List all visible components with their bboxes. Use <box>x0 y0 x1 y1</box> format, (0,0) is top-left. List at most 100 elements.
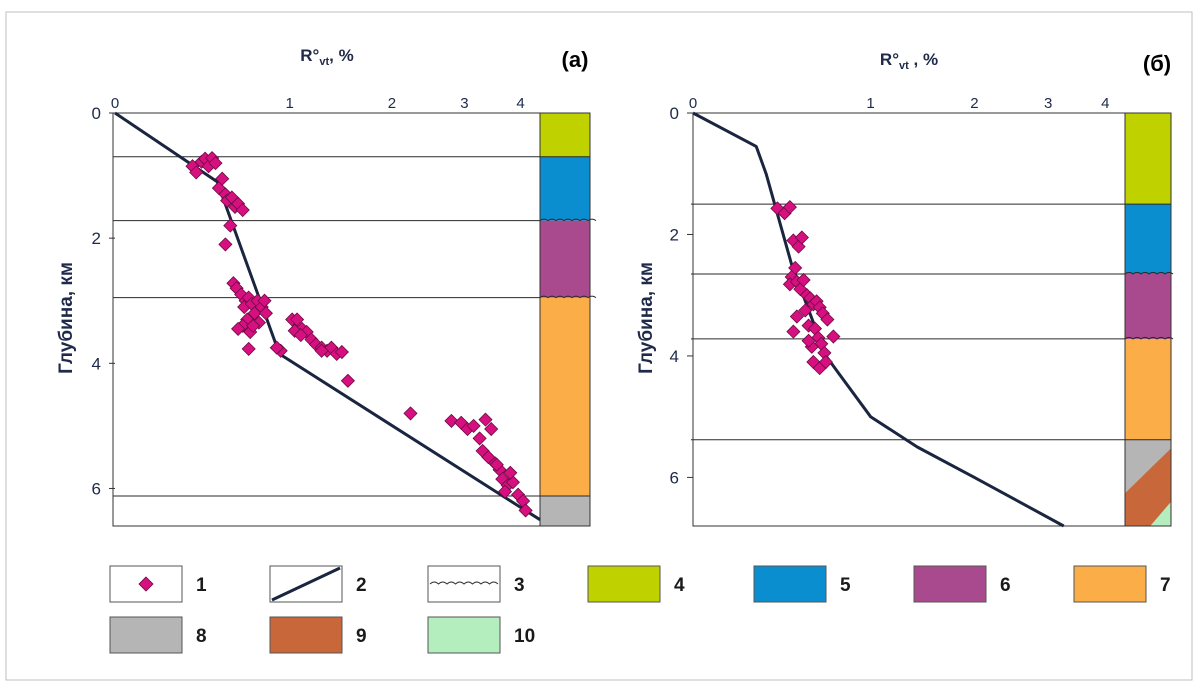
panel-b-x-ticks: 0 1 2 3 4 <box>689 95 1110 112</box>
legend-swatch <box>753 565 827 603</box>
y-tick-label: 4 <box>670 347 679 366</box>
data-point <box>782 200 797 215</box>
unconformity-line <box>539 218 597 222</box>
panel-a-plot-frame <box>112 112 591 527</box>
strat-unit-7 <box>1125 338 1171 440</box>
x-tick-label: 4 <box>1101 95 1109 112</box>
data-point <box>444 413 459 428</box>
data-point <box>269 340 284 355</box>
y-tick-label: 4 <box>92 354 101 373</box>
panel-a-strat-column <box>539 113 590 526</box>
x-tick-label: 2 <box>970 95 978 112</box>
legend-line-icon <box>271 566 341 602</box>
legend-item-6: 6 <box>913 565 1011 603</box>
legend-swatch <box>109 616 183 654</box>
data-point <box>484 421 499 437</box>
data-point <box>241 341 256 356</box>
x-tick-label: 3 <box>1044 95 1052 112</box>
data-point <box>340 373 355 388</box>
legend-item-8: 8 <box>109 616 207 654</box>
strat-unit-mixed <box>1125 439 1171 526</box>
panel-a-label: (a) <box>562 47 589 72</box>
panel-a-curve <box>114 111 541 521</box>
unconformity-line <box>539 295 597 299</box>
strat-unit-6 <box>540 220 590 298</box>
panel-b-y-axis-label: Глубина, км <box>636 262 657 374</box>
x-tick-label: 2 <box>388 95 396 112</box>
legend-item-10: 10 <box>427 616 535 654</box>
legend-label: 3 <box>514 575 525 596</box>
x-tick-label: 4 <box>516 95 524 112</box>
strat-unit-5 <box>1125 204 1171 274</box>
panel-b: 0 1 2 3 4 0 2 4 6 R°vt , % (б) Глубина, км <box>636 50 1174 528</box>
data-point <box>789 309 804 324</box>
panel-a-x-axis-label: R°vt, % <box>300 46 353 68</box>
legend-label: 2 <box>356 575 367 596</box>
legend-label: 4 <box>674 575 685 596</box>
y-tick-label: 0 <box>92 104 101 123</box>
legend-item-1: 1 <box>109 565 207 603</box>
panel-b-points <box>770 200 841 376</box>
data-point <box>466 418 481 433</box>
data-point <box>801 333 816 348</box>
legend-item-4: 4 <box>587 565 685 603</box>
x-tick-label: 1 <box>286 95 294 112</box>
legend-diamond-icon <box>138 576 154 592</box>
data-point <box>505 475 520 490</box>
data-point <box>293 328 308 343</box>
legend-swatch <box>587 565 661 603</box>
data-point <box>818 354 833 370</box>
data-point <box>235 202 250 218</box>
strat-unit-7 <box>540 297 590 496</box>
legend-wavy-icon <box>429 581 499 585</box>
data-point <box>208 156 223 171</box>
y-tick-label: 6 <box>670 468 679 487</box>
legend-swatch <box>1073 565 1147 603</box>
data-point <box>215 171 230 186</box>
data-point <box>826 329 841 344</box>
data-point <box>290 312 305 327</box>
data-point <box>257 293 272 308</box>
panel-a-y-axis-label: Глубина, км <box>56 262 77 374</box>
y-tick-label: 2 <box>92 229 101 248</box>
panel-b-label: (б) <box>1143 51 1171 76</box>
panel-a-horizons <box>113 156 597 497</box>
legend-swatch <box>427 616 501 654</box>
data-point <box>246 318 261 333</box>
x-tick-label: 0 <box>111 95 119 112</box>
panel-a-x-ticks: 0 1 2 3 4 <box>111 95 525 112</box>
strat-unit-8 <box>540 495 590 526</box>
data-point <box>403 406 418 421</box>
data-point <box>223 218 238 233</box>
data-point <box>314 343 329 358</box>
data-point <box>497 484 513 499</box>
unconformity-line <box>1124 336 1174 340</box>
data-point <box>794 230 809 245</box>
legend-label: 6 <box>1000 575 1011 596</box>
legend-item-9: 9 <box>269 616 367 654</box>
panel-b-x-axis-label: R°vt , % <box>880 50 938 72</box>
panel-b-strat-column <box>1124 113 1171 526</box>
legend-item-5: 5 <box>753 565 851 603</box>
legend-label: 1 <box>196 575 207 596</box>
data-point <box>478 412 493 427</box>
data-point <box>258 306 273 321</box>
data-point <box>518 503 533 518</box>
legend-label: 7 <box>1160 575 1171 596</box>
strat-unit-6 <box>1125 273 1171 339</box>
panel-b-plot-frame <box>692 112 1172 527</box>
strat-unit-9 <box>1125 448 1171 526</box>
data-point <box>798 303 813 318</box>
data-point <box>820 312 835 327</box>
y-tick-label: 2 <box>670 225 679 244</box>
legend-swatch <box>269 616 343 654</box>
panel-a: 0 1 2 3 4 0 2 4 6 R°vt, % (a) Глубина, км <box>56 46 597 527</box>
legend-label: 10 <box>514 626 535 647</box>
data-point <box>189 165 204 180</box>
legend-item-7: 7 <box>1073 565 1171 603</box>
data-point <box>231 321 246 336</box>
strat-unit-4 <box>1125 113 1171 205</box>
calculated-curve <box>114 111 541 521</box>
